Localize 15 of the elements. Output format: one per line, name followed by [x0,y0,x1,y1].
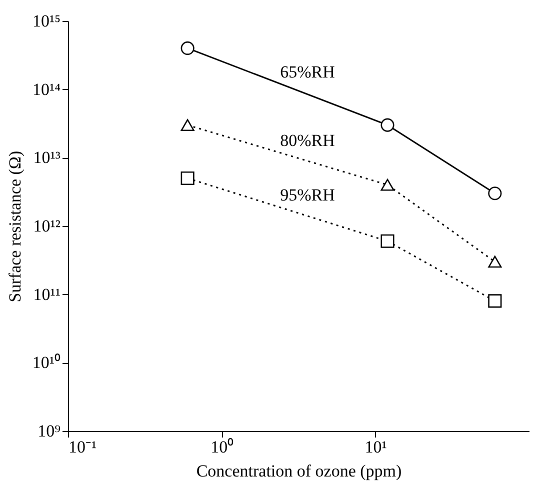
x-tick-label: 10⁻¹ [68,438,97,456]
y-tick-label: 10⁹ [38,422,61,440]
x-tick-label: 10¹ [364,438,387,456]
y-tick-label: 10¹³ [33,148,60,168]
y-tick-label: 10¹¹ [33,284,60,304]
x-tick-label: 10⁰ [210,438,234,456]
series-label: 65%RH [280,62,335,82]
y-axis-title: Surface resistance (Ω) [5,150,24,302]
y-tick-label: 10¹⁰ [32,353,60,372]
series-label: 95%RH [280,186,335,205]
series-label: 80%RH [280,130,335,150]
y-tick-label: 10¹⁵ [32,12,61,30]
y-tick-label: 10¹⁴ [32,80,61,99]
y-tick-label: 10¹² [33,216,60,236]
x-axis-title: Concentration of ozone (ppm) [196,462,402,480]
